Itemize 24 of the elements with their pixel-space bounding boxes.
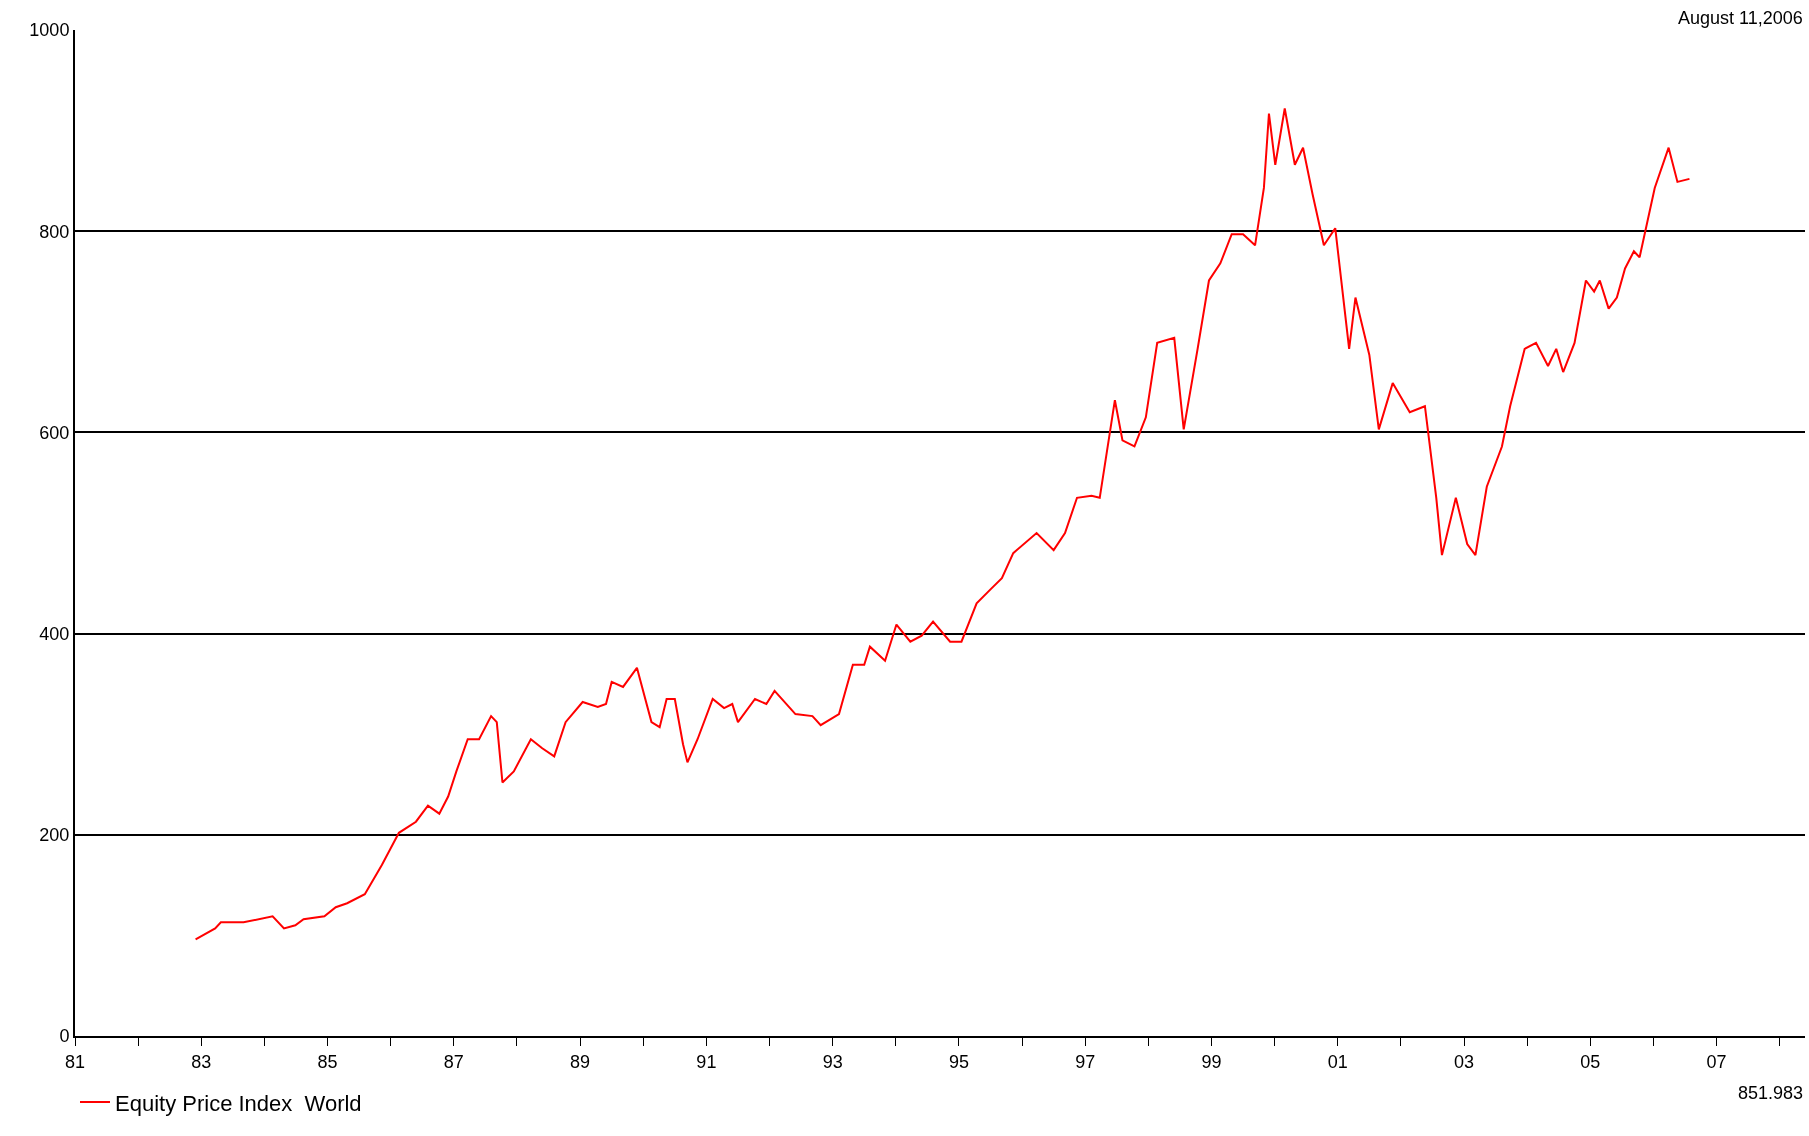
x-tick-label: 91 (696, 1051, 717, 1072)
x-tick-label: 83 (191, 1051, 212, 1072)
legend-label: Equity Price Index World (115, 1090, 362, 1116)
y-tick-label: 1000 (29, 20, 70, 41)
x-tick-label: 81 (64, 1051, 86, 1072)
y-tick-label: 800 (39, 221, 70, 242)
x-tick-label: 95 (948, 1051, 969, 1072)
y-tick-label: 200 (39, 825, 70, 846)
x-tick-label: 01 (1327, 1051, 1348, 1072)
y-tick-label: 400 (39, 623, 70, 644)
x-tick-label: 87 (443, 1051, 464, 1072)
y-tick-label: 600 (39, 422, 70, 443)
line-series (194, 107, 1691, 941)
x-tick-label: 85 (317, 1051, 338, 1072)
x-tick-label: 93 (822, 1051, 843, 1072)
x-tick-label: 89 (570, 1051, 591, 1072)
x-tick-label: 07 (1706, 1051, 1727, 1072)
x-tick-label: 03 (1454, 1051, 1475, 1072)
x-tick-label: 99 (1201, 1051, 1222, 1072)
text: 851.983 (1738, 1083, 1804, 1103)
x-tick-label: 05 (1580, 1051, 1601, 1072)
y-tick-label: 0 (59, 1026, 70, 1047)
text: August 11,2006 (1678, 8, 1803, 28)
x-tick-label: 97 (1075, 1051, 1096, 1072)
